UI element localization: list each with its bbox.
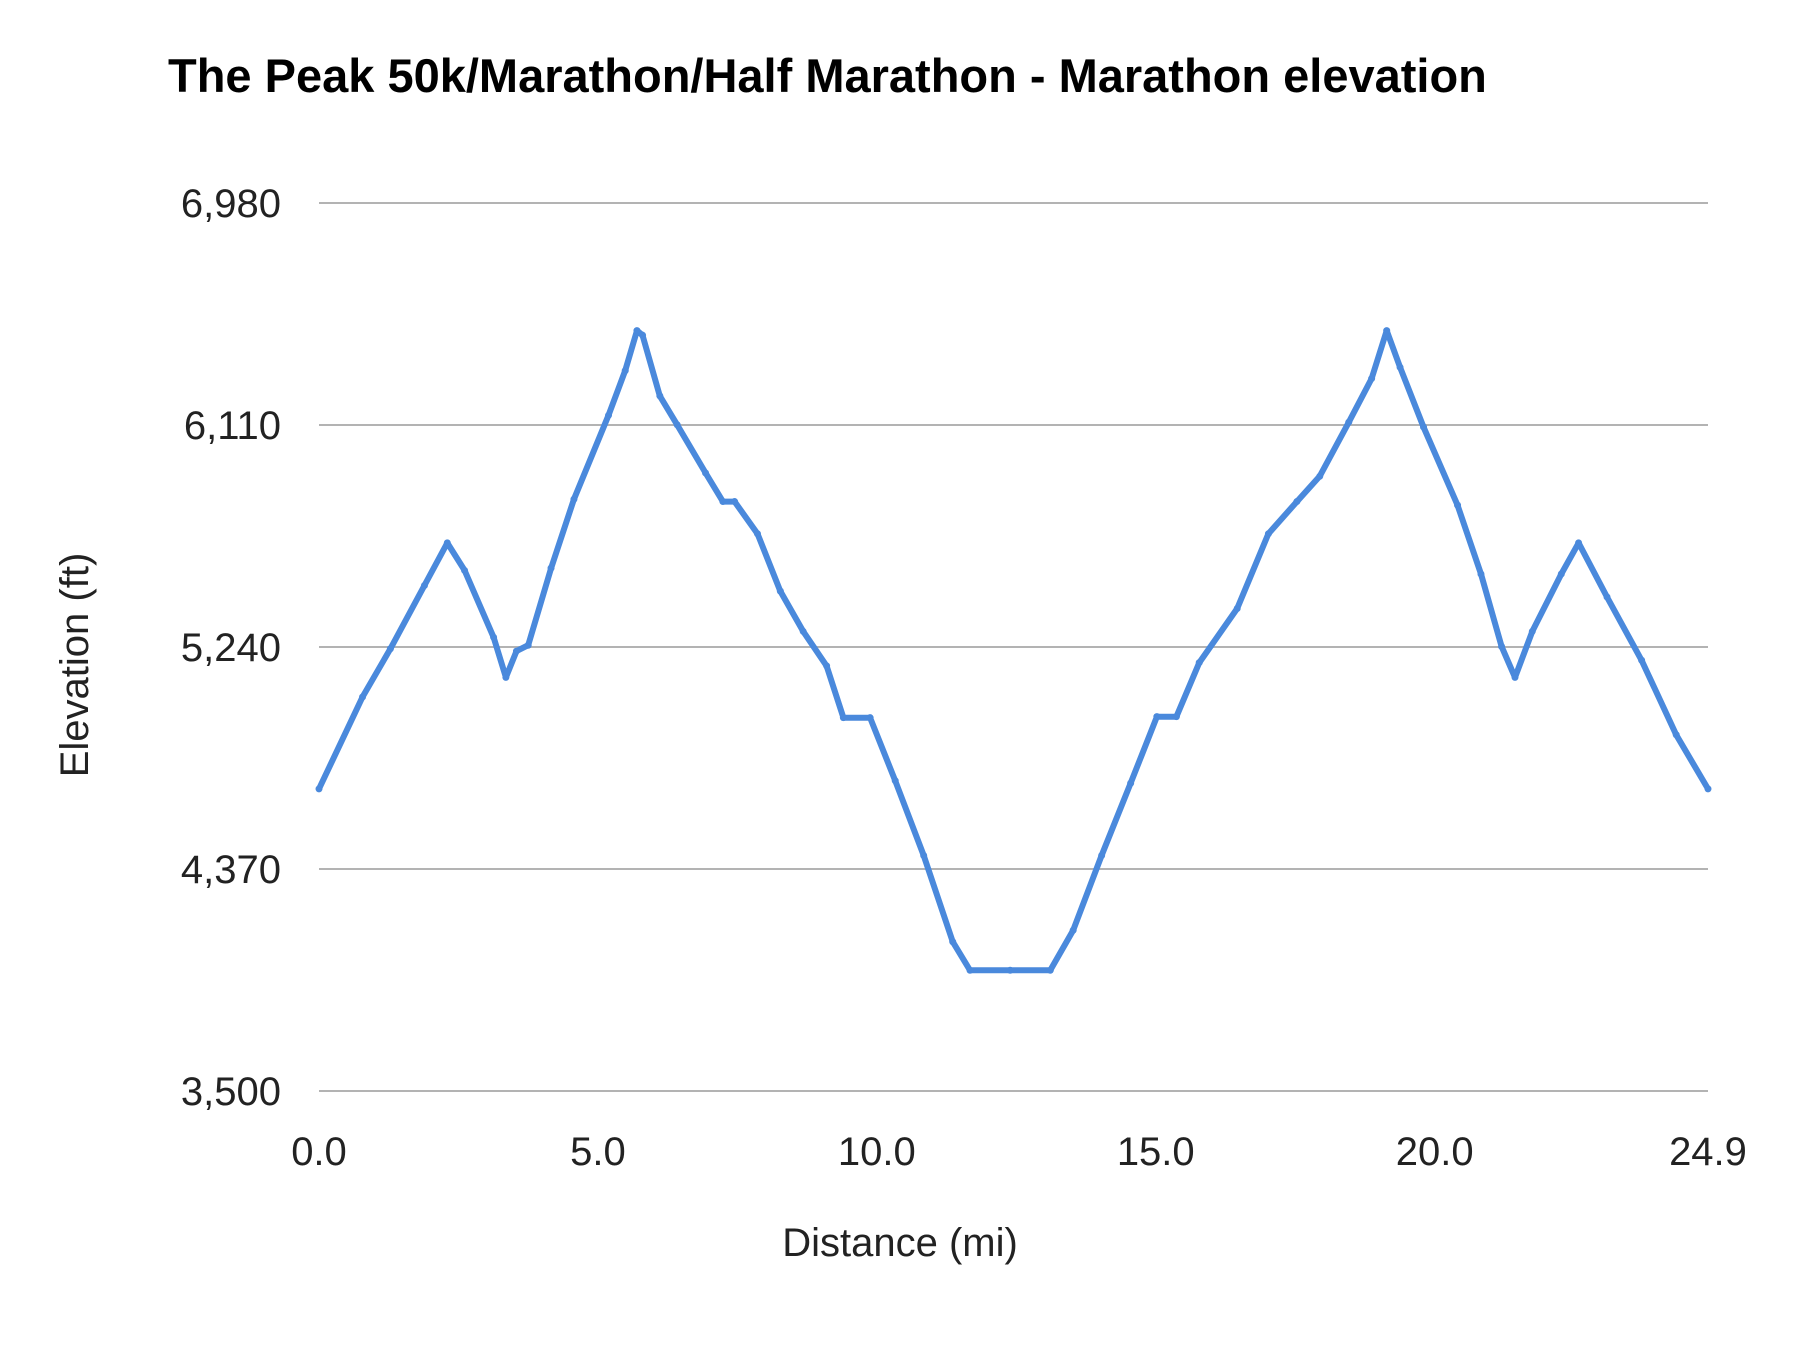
data-point (1396, 363, 1404, 371)
data-point (359, 693, 367, 701)
data-point (949, 938, 957, 946)
data-point (512, 647, 520, 655)
data-point (823, 662, 831, 670)
elevation-line (316, 327, 1711, 974)
data-point (1704, 785, 1712, 793)
data-point (920, 851, 928, 859)
data-point (1383, 327, 1391, 335)
data-point (1345, 418, 1353, 426)
data-point (1293, 498, 1301, 506)
data-point (1368, 375, 1376, 383)
x-tick-label: 0.0 (291, 1130, 347, 1174)
data-point (639, 331, 647, 339)
data-point (719, 498, 727, 506)
data-point (1638, 656, 1646, 664)
data-point (866, 714, 874, 722)
data-point (1046, 966, 1054, 974)
data-point (1153, 713, 1161, 721)
data-point (776, 587, 784, 595)
data-point (1575, 539, 1583, 547)
data-point (1172, 713, 1180, 721)
data-point (1233, 604, 1241, 612)
y-tick-label: 6,110 (184, 404, 281, 448)
data-point (753, 530, 761, 538)
x-tick-label: 10.0 (838, 1130, 916, 1174)
data-point (839, 714, 847, 722)
data-point (502, 673, 510, 681)
data-point (1006, 966, 1014, 974)
data-point (420, 582, 428, 590)
x-tick-label: 24.9 (1669, 1130, 1747, 1174)
data-point (702, 469, 710, 477)
data-point (1316, 472, 1324, 480)
data-point (1420, 423, 1428, 431)
data-point (1498, 642, 1506, 650)
data-point (315, 785, 323, 793)
data-point (1264, 530, 1272, 538)
data-point (621, 367, 629, 375)
data-point (633, 327, 641, 335)
data-point (386, 645, 394, 653)
data-point (891, 777, 899, 785)
y-axis-label: Elevation (ft) (53, 553, 97, 778)
y-tick-label: 3,500 (181, 1070, 281, 1114)
data-point (1603, 593, 1611, 601)
x-tick-label: 5.0 (570, 1130, 626, 1174)
y-tick-label: 5,240 (181, 626, 281, 670)
data-point (461, 566, 469, 574)
data-point (490, 633, 498, 641)
data-point (1195, 659, 1203, 667)
data-point (1557, 570, 1565, 578)
data-point (605, 411, 613, 419)
data-point (1098, 851, 1106, 859)
data-point (547, 564, 555, 572)
data-point (673, 421, 681, 429)
data-point (1672, 731, 1680, 739)
data-point (1069, 926, 1077, 934)
data-point (799, 627, 807, 635)
data-point (570, 495, 578, 503)
x-axis-label: Distance (mi) (782, 1221, 1018, 1265)
data-point (1477, 570, 1485, 578)
x-tick-label: 20.0 (1396, 1130, 1474, 1174)
data-point (1528, 627, 1536, 635)
data-point (1127, 779, 1135, 787)
data-point (966, 966, 974, 974)
y-tick-label: 4,370 (181, 848, 281, 892)
chart-title: The Peak 50k/Marathon/Half Marathon - Ma… (168, 49, 1487, 102)
data-point (1454, 501, 1462, 509)
data-point (443, 539, 451, 547)
y-tick-label: 6,980 (181, 182, 281, 226)
data-point (656, 392, 664, 400)
data-point (1511, 673, 1519, 681)
x-tick-label: 15.0 (1117, 1130, 1195, 1174)
data-point (524, 641, 532, 649)
data-point (731, 498, 739, 506)
